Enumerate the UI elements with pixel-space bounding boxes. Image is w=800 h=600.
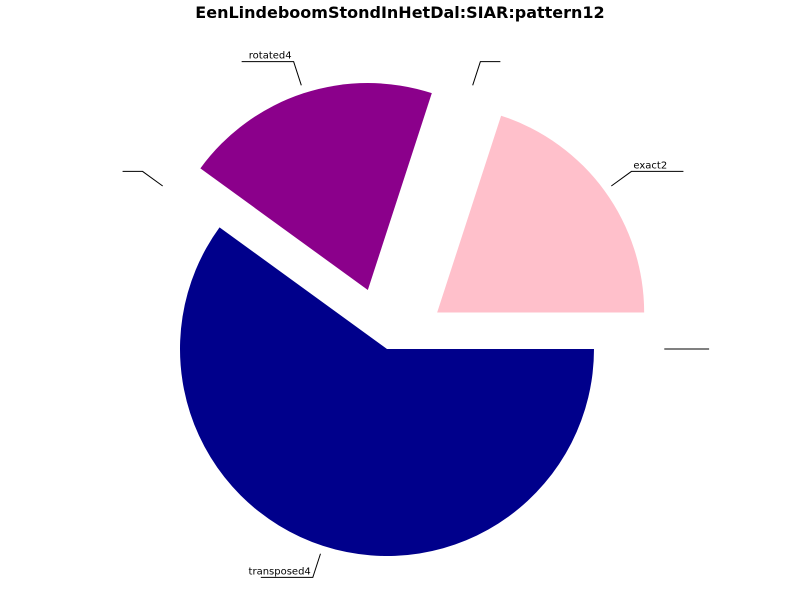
leader-line-exact2: [611, 170, 684, 187]
slice-label-transposed4: transposed4: [249, 566, 311, 577]
pie-slice-transposed4: [179, 227, 594, 557]
pie-slice-rotated4: [200, 83, 432, 291]
chart-title: EenLindeboomStondInHetDal:SIAR:pattern12: [195, 3, 605, 22]
leader-line-empty-3: [122, 170, 163, 187]
slice-label-exact2: exact2: [633, 160, 667, 171]
pie-labels: exact2 rotated4 transposed4: [122, 51, 710, 578]
leader-line-rotated4: [241, 61, 302, 86]
slice-label-rotated4: rotated4: [249, 51, 292, 62]
leader-line-empty-1: [472, 61, 501, 86]
pie-slice-exact2: [437, 115, 645, 313]
pie-slices: [179, 83, 645, 557]
leader-line-transposed4: [260, 553, 321, 578]
